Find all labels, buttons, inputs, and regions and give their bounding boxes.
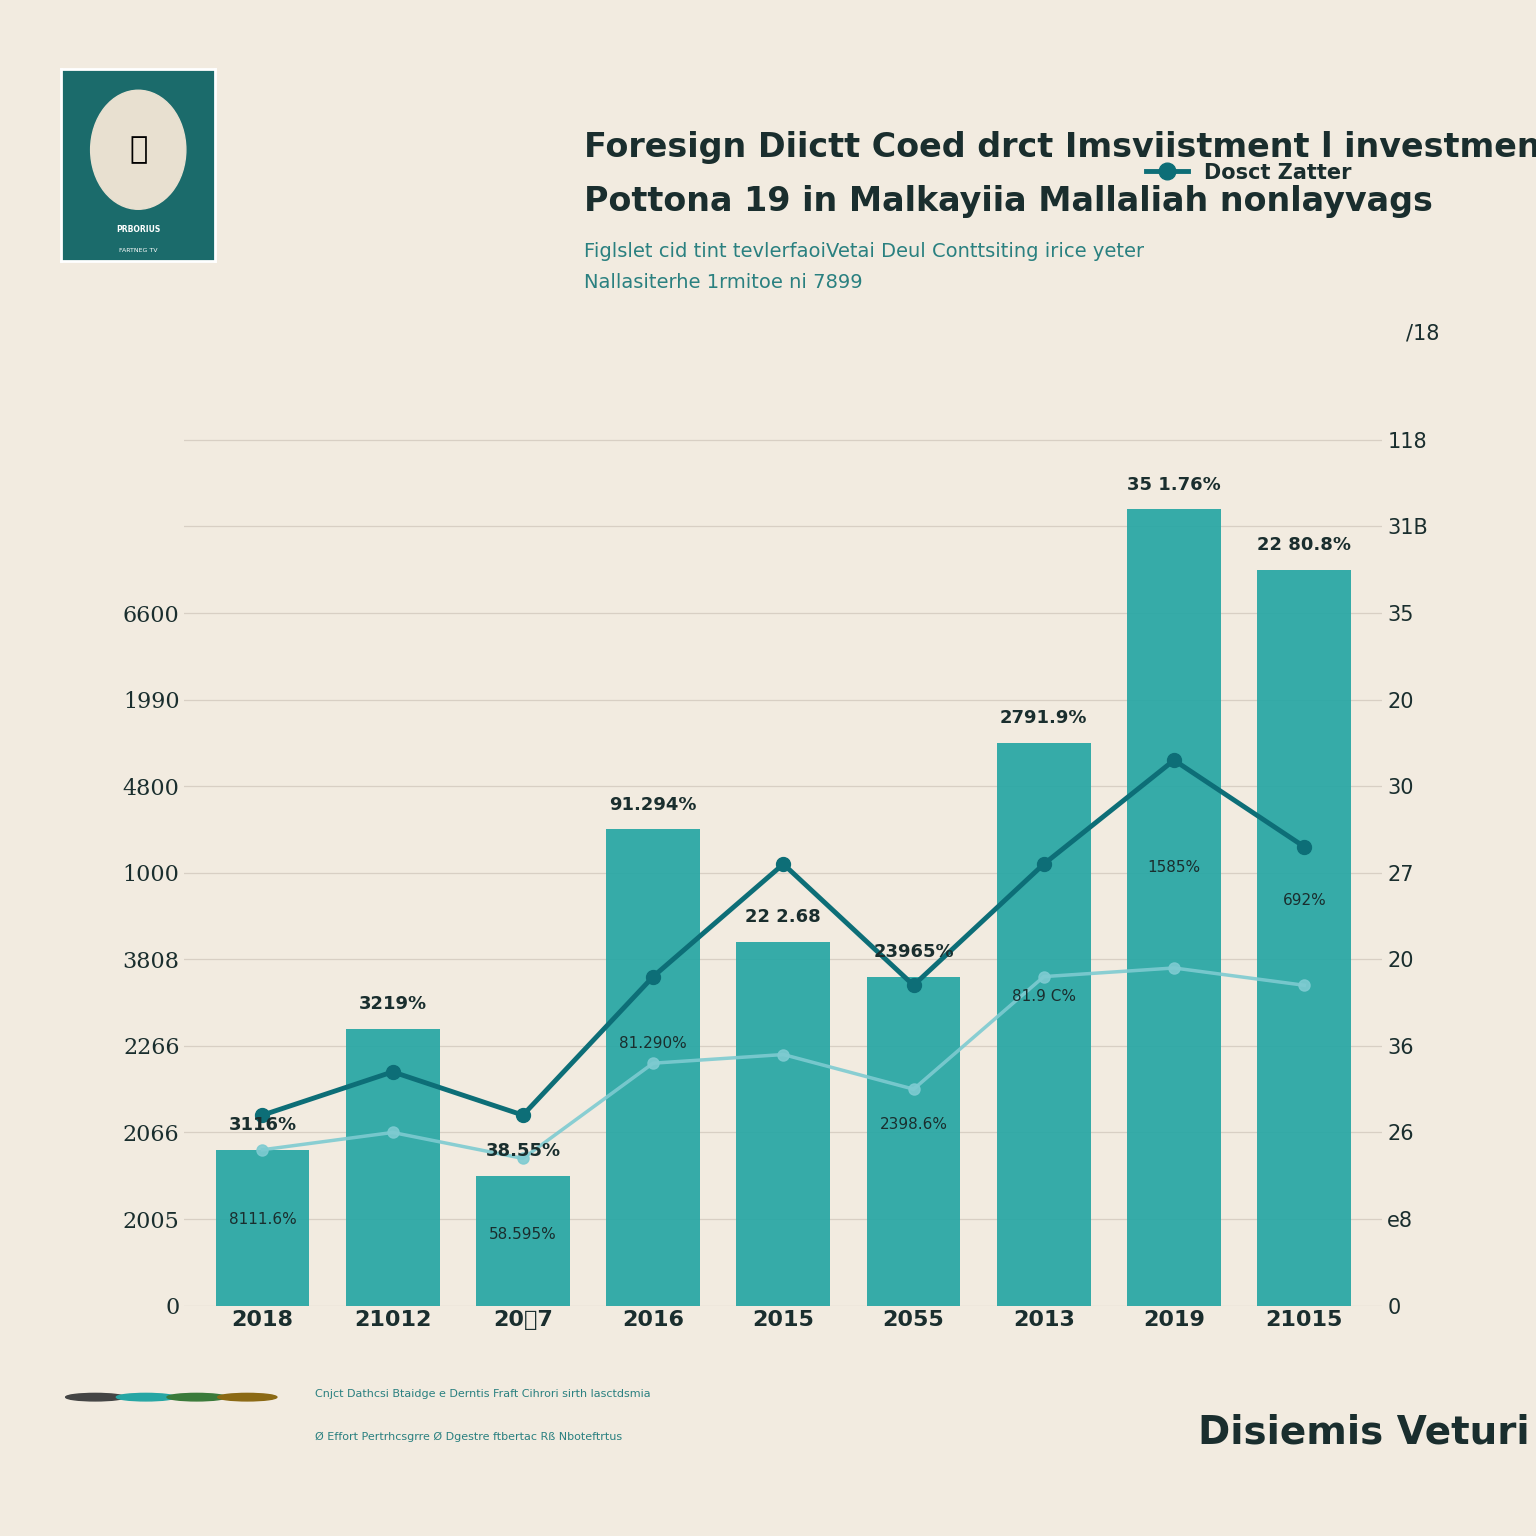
Bar [997,743,1091,1306]
Bar [1127,508,1221,1306]
Text: 22 2.68: 22 2.68 [745,908,822,926]
Dosct Zatter [644,968,662,986]
Line: Dosct Zatter: Dosct Zatter [255,753,1312,1123]
Dosct Zatter [384,1063,402,1081]
Text: 23965%: 23965% [874,943,954,962]
Text: 1585%: 1585% [1147,860,1201,876]
Text: Disiemis Veturi: Disiemis Veturi [1198,1413,1530,1452]
Dosct Zatter [905,975,923,994]
Text: Nallasiterhe 1rmitoe ni 7899: Nallasiterhe 1rmitoe ni 7899 [584,273,862,292]
Text: 38.55%: 38.55% [485,1143,561,1160]
Text: 🏛: 🏛 [129,135,147,164]
Text: 3219%: 3219% [358,995,427,1012]
Text: 22 80.8%: 22 80.8% [1258,536,1352,554]
Bar [346,1029,439,1306]
Dosct Zatter [513,1106,531,1124]
Ellipse shape [91,91,186,209]
Bar [736,942,831,1306]
Text: 91.294%: 91.294% [610,796,697,814]
Text: 2398.6%: 2398.6% [880,1117,948,1132]
Circle shape [66,1393,124,1401]
Text: 81.290%: 81.290% [619,1037,687,1051]
Dosct Zatter [774,856,793,874]
Text: /18: /18 [1407,324,1439,344]
Text: PRBORIUS: PRBORIUS [117,226,160,235]
Text: Foresign Diictt Coed drct Imsviistment l investment: Foresign Diictt Coed drct Imsviistment l… [584,132,1536,164]
Text: 692%: 692% [1283,894,1326,908]
Dosct Zatter [1164,751,1183,770]
Text: 81.9 C%: 81.9 C% [1012,989,1075,1003]
Text: FARTNEG TV: FARTNEG TV [118,249,158,253]
Bar [1258,570,1352,1306]
Text: 2791.9%: 2791.9% [1000,710,1087,727]
Text: 35 1.76%: 35 1.76% [1127,476,1221,493]
Text: Pottona 19 in Malkayiia Mallaliah nonlayvags: Pottona 19 in Malkayiia Mallaliah nonlay… [584,186,1433,218]
Legend: Dosct Zatter: Dosct Zatter [1138,154,1359,190]
Bar [607,829,700,1306]
Text: Ø Effort Pertrhcsgrre Ø Dgestre ftbertac Rß Nboteftrtus: Ø Effort Pertrhcsgrre Ø Dgestre ftbertac… [315,1432,622,1442]
Circle shape [117,1393,175,1401]
Bar [476,1175,570,1306]
Text: Cnjct Dathcsi Btaidge e Derntis Fraft Cihrori sirth lasctdsmia: Cnjct Dathcsi Btaidge e Derntis Fraft Ci… [315,1389,651,1399]
Bar [866,977,960,1306]
Text: Figlslet cid tint tevlerfaoiVetai Deul Conttsiting irice yeter: Figlslet cid tint tevlerfaoiVetai Deul C… [584,243,1144,261]
Circle shape [218,1393,276,1401]
Text: 3116%: 3116% [229,1117,296,1134]
Text: 58.595%: 58.595% [488,1227,556,1241]
Text: 8111.6%: 8111.6% [229,1212,296,1227]
Bar [215,1150,309,1306]
Circle shape [167,1393,226,1401]
Dosct Zatter [253,1106,272,1124]
Dosct Zatter [1035,856,1054,874]
Dosct Zatter [1295,837,1313,856]
